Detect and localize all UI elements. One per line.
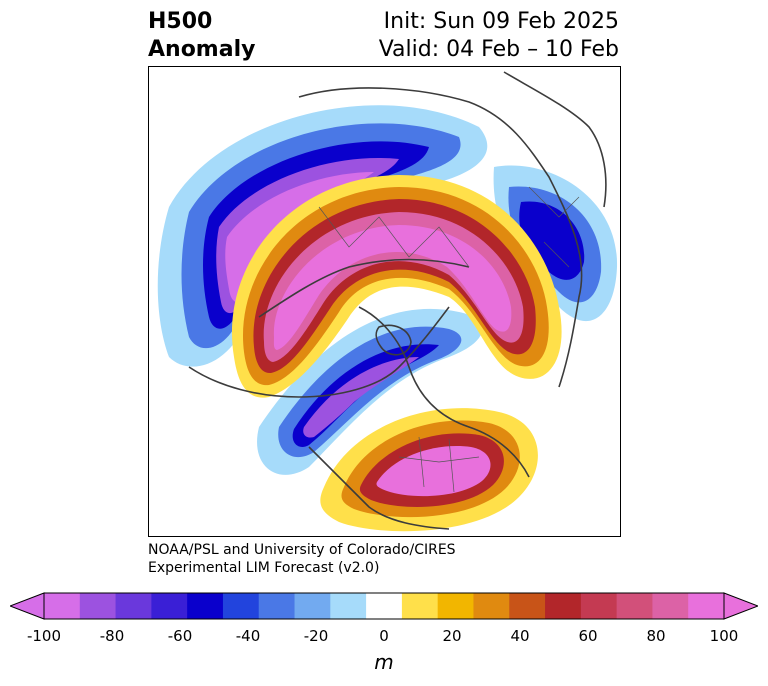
colorbar-cell xyxy=(366,593,403,619)
colorbar-tick-label: -20 xyxy=(303,627,329,645)
colorbar-tick-label: -80 xyxy=(99,627,125,645)
colorbar-tick-label: -60 xyxy=(167,627,193,645)
colorbar-cell xyxy=(688,593,725,619)
negative-anomaly-atlantic xyxy=(493,165,618,322)
colorbar-tick-label: 0 xyxy=(379,627,389,645)
credits: NOAA/PSL and University of Colorado/CIRE… xyxy=(148,541,456,577)
colorbar-cell xyxy=(437,593,474,619)
map-svg xyxy=(157,71,618,532)
colorbar xyxy=(10,592,758,620)
colorbar-extend-high xyxy=(723,592,758,620)
title-anomaly: Anomaly xyxy=(148,37,256,62)
init-date: Init: Sun 09 Feb 2025 xyxy=(383,9,619,34)
north-pole-marker xyxy=(380,296,390,306)
colorbar-tick-label: 60 xyxy=(578,627,598,645)
title-right: Init: Sun 09 Feb 2025 Valid: 04 Feb – 10… xyxy=(379,8,619,64)
colorbar-extend-low xyxy=(10,592,45,620)
colorbar-cell xyxy=(151,593,188,619)
colorbar-cell xyxy=(580,593,618,619)
credit-model: Experimental LIM Forecast (v2.0) xyxy=(148,560,380,576)
valid-range: Valid: 04 Feb – 10 Feb xyxy=(378,37,619,62)
colorbar-cell xyxy=(258,593,296,619)
title-variable: H500 xyxy=(148,9,213,34)
colorbar-cell xyxy=(545,593,582,619)
colorbar-cell xyxy=(473,593,510,619)
title-left: H500 Anomaly xyxy=(148,8,255,64)
colorbar-tick-label: -100 xyxy=(26,627,62,645)
positive-anomaly-arctic xyxy=(231,175,562,398)
colorbar-tick-label: 100 xyxy=(709,627,739,645)
coastlines xyxy=(188,71,607,530)
colorbar-cell xyxy=(44,593,81,619)
colorbar-cell xyxy=(222,593,260,619)
colorbar-cell xyxy=(401,593,439,619)
colorbar-cell xyxy=(330,593,367,619)
colorbar-cell xyxy=(616,593,653,619)
colorbar-tick-label: 80 xyxy=(646,627,666,645)
credit-org: NOAA/PSL and University of Colorado/CIRE… xyxy=(148,542,456,558)
colorbar-cell xyxy=(509,593,546,619)
colorbar-cell xyxy=(294,593,331,619)
colorbar-cell xyxy=(187,593,224,619)
colorbar-tick-label: -40 xyxy=(235,627,261,645)
negative-anomaly-northamerica xyxy=(257,308,483,475)
colorbar-cell xyxy=(79,593,117,619)
borders xyxy=(318,186,580,493)
positive-anomaly-eastus xyxy=(320,408,538,532)
anomaly-map xyxy=(148,66,621,537)
colorbar-units: m xyxy=(374,650,394,674)
colorbar-tick-label: 20 xyxy=(442,627,462,645)
colorbar-border xyxy=(43,592,725,620)
colorbar-tick-label: 40 xyxy=(510,627,530,645)
colorbar-cell xyxy=(652,593,689,619)
colorbar-cell xyxy=(115,593,152,619)
